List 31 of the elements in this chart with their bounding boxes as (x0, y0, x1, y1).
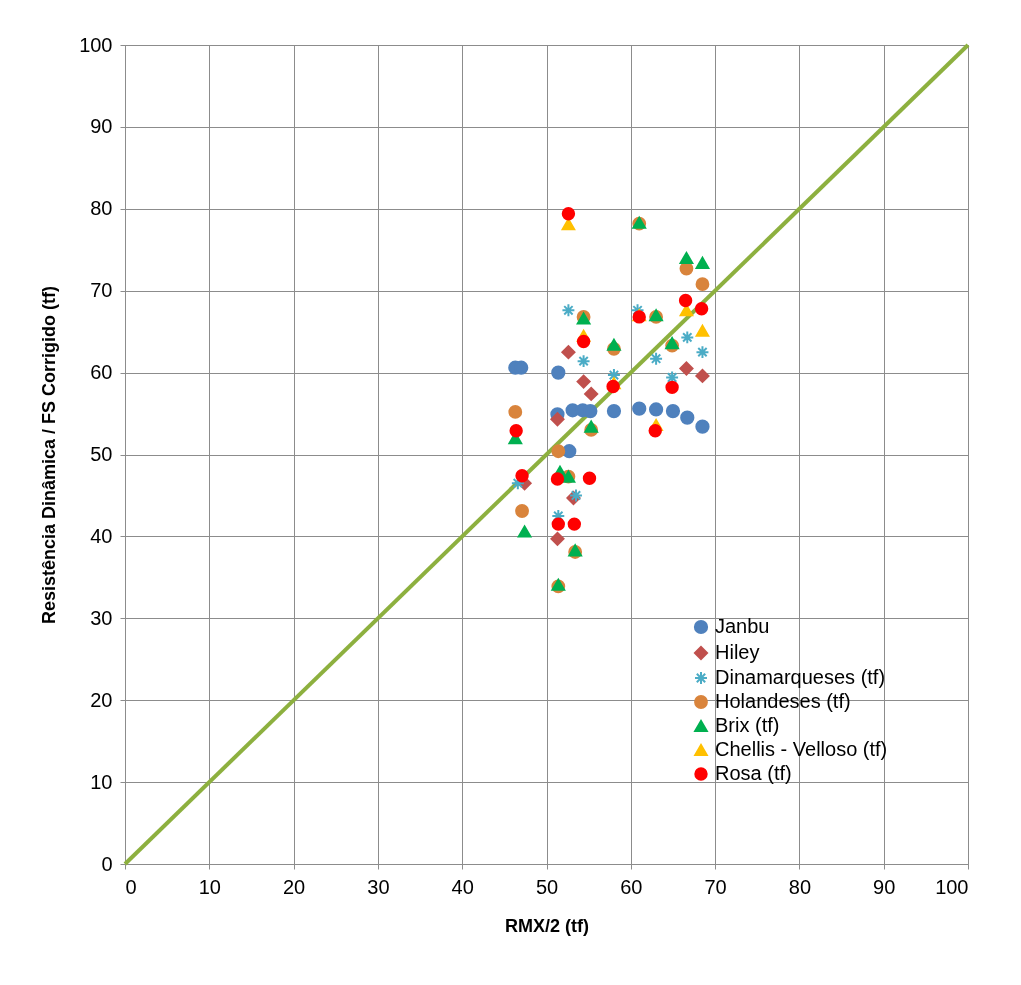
legend-label: Rosa (tf) (715, 762, 792, 784)
x-tick-label: 0 (125, 875, 137, 898)
x-axis-title: RMX/2 (tf) (505, 915, 589, 936)
y-tick-label: 40 (90, 524, 113, 547)
x-tick-label: 50 (535, 875, 559, 898)
y-tick-label: 90 (90, 115, 113, 138)
legend-label: Dinamarqueses (tf) (715, 666, 886, 688)
legend-label: Hiley (715, 641, 760, 663)
legend-label: Janbu (715, 615, 770, 637)
x-tick-label: 60 (620, 875, 643, 898)
x-tick-label: 100 (935, 875, 969, 898)
x-tick-label: 90 (873, 875, 896, 898)
x-tick-label: 30 (367, 875, 390, 898)
y-tick-label: 20 (90, 688, 113, 711)
y-axis-title: Resistência Dinâmica / FS Corrigido (tf) (39, 285, 60, 625)
y-tick-label: 80 (90, 197, 113, 220)
x-tick-label: 10 (198, 875, 221, 898)
legend-label: Brix (tf) (715, 714, 780, 736)
x-tick-label: 70 (704, 875, 727, 898)
y-tick-label: 60 (90, 361, 113, 384)
y-tick-label: 50 (90, 443, 113, 465)
y-tick-label: 30 (90, 606, 113, 629)
legend-label: Chellis - Velloso (tf) (715, 738, 888, 760)
x-tick-label: 40 (451, 875, 474, 898)
y-tick-label: 0 (101, 852, 113, 875)
y-tick-label: 70 (90, 279, 113, 302)
x-tick-label: 20 (282, 875, 306, 898)
y-tick-label: 10 (90, 770, 113, 793)
legend-label: Holandeses (tf) (715, 690, 851, 712)
x-tick-label: 80 (788, 875, 812, 898)
y-tick-label: 100 (79, 33, 113, 56)
